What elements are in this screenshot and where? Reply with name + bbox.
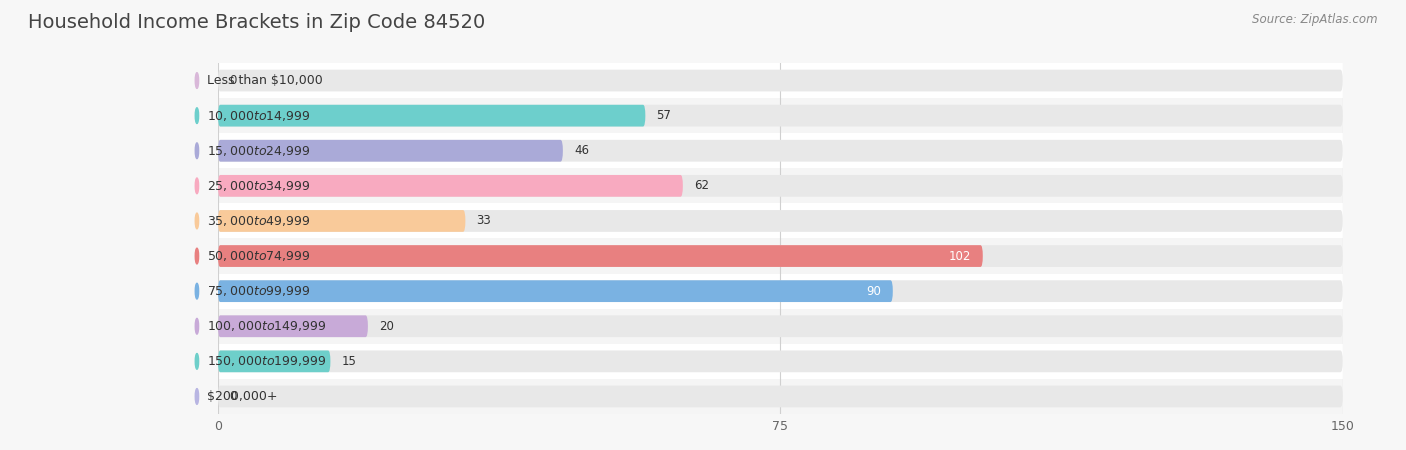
- Text: $25,000 to $34,999: $25,000 to $34,999: [207, 179, 311, 193]
- FancyBboxPatch shape: [218, 280, 1343, 302]
- FancyBboxPatch shape: [218, 351, 1343, 372]
- FancyBboxPatch shape: [218, 175, 683, 197]
- Text: 57: 57: [657, 109, 672, 122]
- Text: 20: 20: [380, 320, 394, 333]
- FancyBboxPatch shape: [214, 98, 1347, 133]
- Text: Household Income Brackets in Zip Code 84520: Household Income Brackets in Zip Code 84…: [28, 14, 485, 32]
- Text: 0: 0: [229, 74, 236, 87]
- Text: $50,000 to $74,999: $50,000 to $74,999: [207, 249, 311, 263]
- FancyBboxPatch shape: [214, 344, 1347, 379]
- FancyBboxPatch shape: [218, 245, 983, 267]
- Text: 46: 46: [574, 144, 589, 157]
- FancyBboxPatch shape: [214, 309, 1347, 344]
- FancyBboxPatch shape: [214, 63, 1347, 98]
- Text: 62: 62: [695, 180, 709, 192]
- Text: $10,000 to $14,999: $10,000 to $14,999: [207, 108, 311, 123]
- Text: 102: 102: [949, 250, 972, 262]
- Text: 33: 33: [477, 215, 491, 227]
- Text: Source: ZipAtlas.com: Source: ZipAtlas.com: [1253, 14, 1378, 27]
- FancyBboxPatch shape: [214, 168, 1347, 203]
- FancyBboxPatch shape: [218, 70, 1343, 91]
- FancyBboxPatch shape: [214, 133, 1347, 168]
- FancyBboxPatch shape: [218, 210, 1343, 232]
- Circle shape: [195, 284, 198, 299]
- FancyBboxPatch shape: [214, 238, 1347, 274]
- Text: $150,000 to $199,999: $150,000 to $199,999: [207, 354, 326, 369]
- FancyBboxPatch shape: [218, 315, 368, 337]
- FancyBboxPatch shape: [218, 245, 1343, 267]
- FancyBboxPatch shape: [218, 351, 330, 372]
- FancyBboxPatch shape: [214, 274, 1347, 309]
- FancyBboxPatch shape: [218, 386, 1343, 407]
- FancyBboxPatch shape: [218, 140, 562, 162]
- Circle shape: [195, 319, 198, 334]
- Text: Less than $10,000: Less than $10,000: [207, 74, 322, 87]
- FancyBboxPatch shape: [214, 379, 1347, 414]
- FancyBboxPatch shape: [218, 140, 1343, 162]
- Circle shape: [195, 73, 198, 88]
- Text: $15,000 to $24,999: $15,000 to $24,999: [207, 144, 311, 158]
- Circle shape: [195, 389, 198, 404]
- Circle shape: [195, 248, 198, 264]
- Circle shape: [195, 108, 198, 123]
- FancyBboxPatch shape: [218, 105, 645, 126]
- FancyBboxPatch shape: [218, 315, 1343, 337]
- FancyBboxPatch shape: [214, 203, 1347, 238]
- FancyBboxPatch shape: [218, 210, 465, 232]
- Circle shape: [195, 354, 198, 369]
- FancyBboxPatch shape: [218, 105, 1343, 126]
- FancyBboxPatch shape: [218, 175, 1343, 197]
- Text: 15: 15: [342, 355, 357, 368]
- FancyBboxPatch shape: [218, 280, 893, 302]
- Text: $35,000 to $49,999: $35,000 to $49,999: [207, 214, 311, 228]
- Circle shape: [195, 143, 198, 158]
- Text: $200,000+: $200,000+: [207, 390, 277, 403]
- Text: 90: 90: [866, 285, 882, 297]
- Text: 0: 0: [229, 390, 236, 403]
- Text: $75,000 to $99,999: $75,000 to $99,999: [207, 284, 311, 298]
- Circle shape: [195, 178, 198, 194]
- Text: $100,000 to $149,999: $100,000 to $149,999: [207, 319, 326, 333]
- Circle shape: [195, 213, 198, 229]
